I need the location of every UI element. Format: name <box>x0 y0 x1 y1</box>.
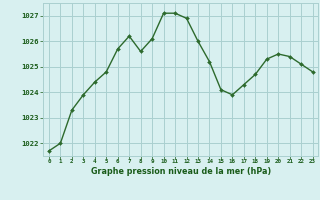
X-axis label: Graphe pression niveau de la mer (hPa): Graphe pression niveau de la mer (hPa) <box>91 167 271 176</box>
